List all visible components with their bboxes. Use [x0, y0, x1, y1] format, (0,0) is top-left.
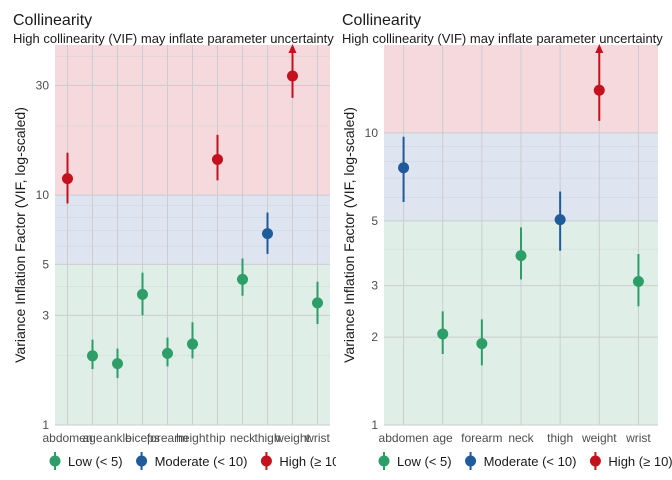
x-tick-label-biceps: biceps [125, 431, 160, 445]
y-axis-label: Variance Inflation Factor (VIF, log-scal… [12, 107, 28, 363]
legend-label-moderate: Moderate (< 10) [155, 454, 248, 469]
x-tick-label-forearm: forearm [147, 431, 188, 445]
point-marker-weight [287, 70, 298, 82]
legend-item-moderate: Moderate (< 10) [136, 452, 247, 470]
vif-point-weight [593, 44, 605, 121]
vif-point-thigh [554, 191, 566, 251]
vif-point-age [87, 339, 98, 370]
y-tick-label: 5 [42, 257, 49, 271]
y-tick-label: 1 [371, 418, 378, 432]
x-tick-label-weight: weight [274, 431, 310, 445]
vif-point-hip [212, 134, 223, 181]
legend-item-low: Low (< 5) [49, 452, 123, 470]
legend-key-dot-low [378, 455, 390, 467]
point-marker-forearm [476, 338, 488, 350]
vif-point-weight [287, 44, 298, 98]
y-tick-label: 3 [371, 279, 378, 293]
legend: Low (< 5) Moderate (< 10) High (≥ 10) [378, 452, 672, 470]
x-tick-label-age: age [433, 431, 453, 445]
error-arrow-weight [288, 44, 297, 53]
vif-point-wrist [312, 281, 323, 325]
legend-label-high: High (≥ 10) [279, 454, 343, 469]
point-marker-wrist [632, 275, 644, 287]
y-tick-label: 3 [42, 308, 49, 322]
point-marker-biceps [137, 288, 148, 300]
x-tick-label-forearm: forearm [461, 431, 502, 445]
point-marker-thigh [262, 228, 273, 240]
legend-item-high: High (≥ 10) [589, 452, 672, 470]
x-tick-label-neck: neck [230, 431, 256, 445]
x-tick-label-neck: neck [508, 431, 534, 445]
y-tick-label: 10 [365, 126, 379, 140]
point-marker-hip [212, 153, 223, 165]
legend-label-high: High (≥ 10) [608, 454, 672, 469]
point-marker-ankle [112, 358, 123, 370]
point-marker-age [437, 328, 449, 340]
chart-panel-2: 1 2 3 5 10 abdomen age forearm neck thigh weight wr… [341, 12, 672, 470]
point-marker-forearm [162, 347, 173, 359]
x-tick-label-abdomen: abdomen [379, 431, 429, 445]
point-marker-neck [515, 250, 527, 262]
legend-key-dot-high [260, 455, 272, 467]
vif-point-thigh [262, 212, 273, 254]
vif-point-abdomen [398, 136, 410, 203]
vif-point-height [187, 322, 198, 359]
x-tick-label-weight: weight [581, 431, 617, 445]
point-marker-height [187, 338, 198, 350]
chart-subtitle: High collinearity (VIF) may inflate para… [13, 31, 334, 46]
vif-point-wrist [632, 254, 644, 307]
vif-point-forearm [162, 337, 173, 367]
y-tick-label: 5 [371, 214, 378, 228]
point-marker-neck [237, 273, 248, 285]
legend-item-moderate: Moderate (< 10) [465, 452, 576, 470]
point-marker-age [87, 350, 98, 362]
legend-key-dot-low [49, 455, 61, 467]
vif-point-age [437, 311, 449, 355]
legend-key-dot-high [589, 455, 601, 467]
legend-label-low: Low (< 5) [397, 454, 452, 469]
point-marker-abdomen [398, 162, 410, 174]
x-tick-label-abdomen: abdomen [42, 431, 92, 445]
vif-point-neck [515, 227, 527, 280]
y-tick-label: 1 [42, 418, 49, 432]
point-marker-wrist [312, 297, 323, 309]
x-tick-label-wrist: wrist [304, 431, 330, 445]
y-tick-label: 30 [36, 78, 50, 92]
legend-key-dot-moderate [465, 455, 477, 467]
vif-point-ankle [112, 348, 123, 379]
error-arrow-weight [595, 44, 604, 53]
chart-title: Collinearity [13, 12, 92, 29]
y-axis-label: Variance Inflation Factor (VIF, log-scal… [341, 107, 357, 363]
point-marker-thigh [554, 214, 566, 226]
legend-item-low: Low (< 5) [378, 452, 452, 470]
legend-item-high: High (≥ 10) [260, 452, 343, 470]
chart-subtitle: High collinearity (VIF) may inflate para… [342, 31, 663, 46]
legend-label-low: Low (< 5) [68, 454, 123, 469]
legend-label-moderate: Moderate (< 10) [484, 454, 577, 469]
y-tick-label: 10 [36, 188, 50, 202]
chart-title: Collinearity [342, 12, 421, 29]
y-tick-label: 2 [371, 330, 378, 344]
point-marker-weight [593, 84, 605, 96]
x-tick-label-ankle: ankle [103, 431, 132, 445]
x-tick-label-age: age [82, 431, 102, 445]
x-tick-label-thigh: thigh [254, 431, 280, 445]
vif-point-biceps [137, 272, 148, 316]
x-tick-label-hip: hip [209, 431, 225, 445]
vif-point-neck [237, 258, 248, 296]
point-marker-abdomen [62, 173, 73, 185]
x-tick-label-wrist: wrist [625, 431, 651, 445]
vif-point-abdomen [62, 152, 73, 204]
legend: Low (< 5) Moderate (< 10) High (≥ 10) [49, 452, 343, 470]
x-tick-label-thigh: thigh [547, 431, 573, 445]
legend-key-dot-moderate [136, 455, 148, 467]
x-tick-label-height: height [176, 431, 209, 445]
vif-point-forearm [476, 319, 488, 366]
